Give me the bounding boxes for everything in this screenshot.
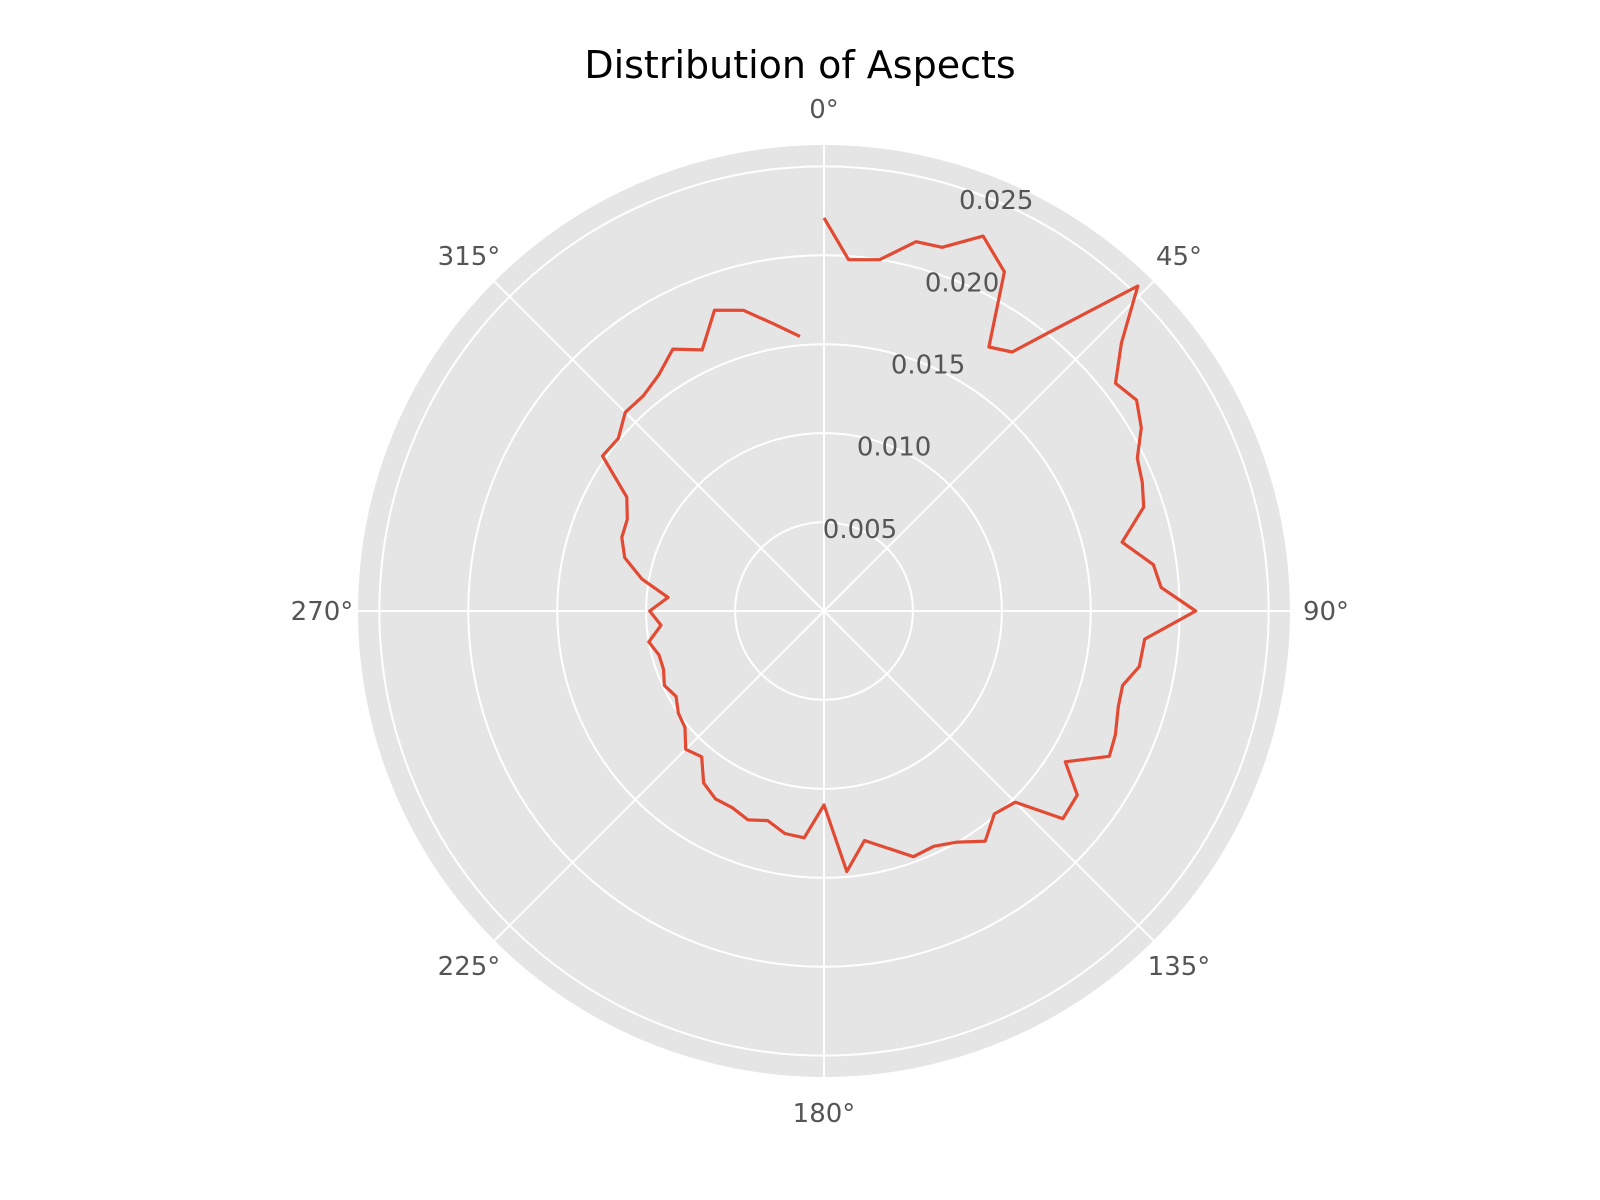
theta-tick-label: 225°: [438, 952, 501, 982]
r-tick-label: 0.025: [959, 186, 1033, 216]
theta-grid-line: [493, 610, 825, 942]
chart-title: Distribution of Aspects: [584, 43, 1016, 87]
theta-tick-label: 270°: [291, 597, 354, 627]
theta-grid-line: [823, 280, 1155, 612]
theta-grid-line: [493, 280, 825, 612]
r-tick-label: 0.005: [823, 515, 897, 545]
theta-tick-label: 135°: [1148, 952, 1211, 982]
theta-tick-label: 0°: [809, 95, 839, 125]
r-tick-label: 0.015: [891, 351, 965, 381]
r-tick-label: 0.010: [857, 433, 931, 463]
grid-layer: [358, 145, 1290, 1077]
aspect-series-line: [600, 217, 1198, 874]
theta-tick-label: 90°: [1303, 597, 1349, 627]
theta-grid-line: [823, 610, 1155, 942]
theta-tick-label: 315°: [438, 242, 501, 272]
theta-tick-label: 45°: [1156, 242, 1202, 272]
r-tick-label: 0.020: [925, 268, 999, 298]
label-layer: 0° 45° 90° 135° 180° 225° 270° 315° 0.005 0.010 0.…: [291, 95, 1349, 1129]
theta-tick-label: 180°: [793, 1099, 856, 1129]
series-layer: [600, 217, 1198, 874]
